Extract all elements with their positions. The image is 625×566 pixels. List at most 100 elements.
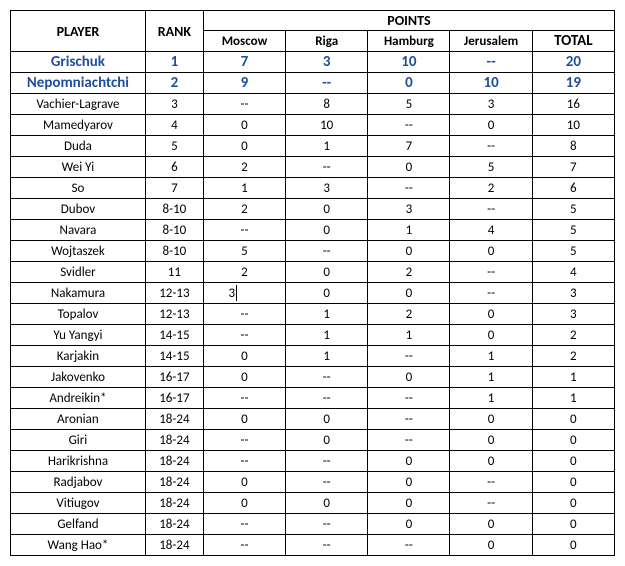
points-cell[interactable]: 10: [286, 115, 368, 136]
points-cell[interactable]: 1: [203, 178, 285, 199]
points-cell[interactable]: 2: [450, 178, 532, 199]
player-cell[interactable]: Mamedyarov: [11, 115, 146, 136]
points-cell[interactable]: 5: [450, 157, 532, 178]
points-cell[interactable]: 10: [368, 52, 450, 73]
points-cell[interactable]: 5: [203, 241, 285, 262]
points-cell[interactable]: 1: [286, 136, 368, 157]
points-cell[interactable]: 0: [203, 472, 285, 493]
total-cell[interactable]: 20: [532, 52, 614, 73]
rank-cell[interactable]: 16-17: [145, 367, 203, 388]
points-cell[interactable]: 7: [203, 52, 285, 73]
points-cell[interactable]: --: [203, 220, 285, 241]
points-cell[interactable]: 1: [286, 304, 368, 325]
points-cell[interactable]: 0: [450, 409, 532, 430]
points-cell[interactable]: 1: [368, 220, 450, 241]
rank-cell[interactable]: 4: [145, 115, 203, 136]
points-cell[interactable]: --: [368, 388, 450, 409]
total-cell[interactable]: 5: [532, 220, 614, 241]
points-cell[interactable]: 0: [203, 136, 285, 157]
points-cell[interactable]: 4: [450, 220, 532, 241]
player-cell[interactable]: Aronian: [11, 409, 146, 430]
points-cell[interactable]: 0: [286, 493, 368, 514]
rank-cell[interactable]: 1: [145, 52, 203, 73]
points-cell[interactable]: 2: [368, 304, 450, 325]
points-cell[interactable]: --: [368, 178, 450, 199]
rank-cell[interactable]: 18-24: [145, 472, 203, 493]
total-cell[interactable]: 19: [532, 73, 614, 94]
points-cell[interactable]: 0: [450, 325, 532, 346]
player-cell[interactable]: Nepomniachtchi: [11, 73, 146, 94]
rank-cell[interactable]: 7: [145, 178, 203, 199]
points-cell[interactable]: 0: [203, 115, 285, 136]
player-cell[interactable]: So: [11, 178, 146, 199]
points-cell[interactable]: 2: [203, 262, 285, 283]
points-cell[interactable]: --: [368, 535, 450, 556]
points-cell[interactable]: --: [203, 514, 285, 535]
player-cell[interactable]: Vitiugov: [11, 493, 146, 514]
points-cell[interactable]: --: [203, 325, 285, 346]
points-cell[interactable]: --: [203, 388, 285, 409]
rank-cell[interactable]: 18-24: [145, 409, 203, 430]
points-cell[interactable]: --: [203, 304, 285, 325]
rank-cell[interactable]: 3: [145, 94, 203, 115]
rank-cell[interactable]: 16-17: [145, 388, 203, 409]
points-cell[interactable]: --: [286, 367, 368, 388]
points-cell[interactable]: 0: [286, 283, 368, 304]
points-cell[interactable]: 0: [203, 367, 285, 388]
points-cell[interactable]: 9: [203, 73, 285, 94]
points-cell[interactable]: --: [368, 430, 450, 451]
rank-cell[interactable]: 14-15: [145, 325, 203, 346]
points-cell[interactable]: 0: [450, 304, 532, 325]
points-cell[interactable]: 0: [450, 451, 532, 472]
rank-cell[interactable]: 14-15: [145, 346, 203, 367]
total-cell[interactable]: 1: [532, 367, 614, 388]
points-cell[interactable]: --: [286, 157, 368, 178]
points-cell[interactable]: --: [203, 535, 285, 556]
total-cell[interactable]: 3: [532, 283, 614, 304]
player-cell[interactable]: Grischuk: [11, 52, 146, 73]
total-cell[interactable]: 1: [532, 388, 614, 409]
points-cell[interactable]: --: [286, 451, 368, 472]
points-cell[interactable]: 3: [286, 52, 368, 73]
points-cell[interactable]: 1: [450, 346, 532, 367]
player-cell[interactable]: Nakamura: [11, 283, 146, 304]
points-cell[interactable]: 5: [368, 94, 450, 115]
player-cell[interactable]: Wang Hao*: [11, 535, 146, 556]
rank-cell[interactable]: 18-24: [145, 451, 203, 472]
points-cell[interactable]: 0: [286, 409, 368, 430]
total-cell[interactable]: 5: [532, 241, 614, 262]
rank-cell[interactable]: 18-24: [145, 514, 203, 535]
points-cell[interactable]: 3: [203, 283, 285, 304]
rank-cell[interactable]: 8-10: [145, 220, 203, 241]
points-cell[interactable]: 0: [368, 73, 450, 94]
points-cell[interactable]: 0: [368, 514, 450, 535]
player-cell[interactable]: Jakovenko: [11, 367, 146, 388]
total-cell[interactable]: 16: [532, 94, 614, 115]
points-cell[interactable]: --: [368, 115, 450, 136]
points-cell[interactable]: 2: [368, 262, 450, 283]
points-cell[interactable]: 0: [286, 430, 368, 451]
points-cell[interactable]: 7: [368, 136, 450, 157]
total-cell[interactable]: 0: [532, 514, 614, 535]
points-cell[interactable]: 8: [286, 94, 368, 115]
points-cell[interactable]: --: [286, 388, 368, 409]
total-cell[interactable]: 5: [532, 199, 614, 220]
total-cell[interactable]: 0: [532, 409, 614, 430]
rank-cell[interactable]: 8-10: [145, 241, 203, 262]
points-cell[interactable]: 0: [368, 493, 450, 514]
points-cell[interactable]: 0: [368, 241, 450, 262]
points-cell[interactable]: --: [368, 346, 450, 367]
points-cell[interactable]: --: [286, 73, 368, 94]
player-cell[interactable]: Karjakin: [11, 346, 146, 367]
total-cell[interactable]: 3: [532, 304, 614, 325]
total-cell[interactable]: 6: [532, 178, 614, 199]
total-cell[interactable]: 0: [532, 451, 614, 472]
player-cell[interactable]: Topalov: [11, 304, 146, 325]
points-cell[interactable]: 0: [368, 283, 450, 304]
points-cell[interactable]: 0: [286, 199, 368, 220]
player-cell[interactable]: Harikrishna: [11, 451, 146, 472]
points-cell[interactable]: --: [286, 514, 368, 535]
points-cell[interactable]: 10: [450, 73, 532, 94]
points-cell[interactable]: --: [450, 283, 532, 304]
points-cell[interactable]: 0: [203, 493, 285, 514]
